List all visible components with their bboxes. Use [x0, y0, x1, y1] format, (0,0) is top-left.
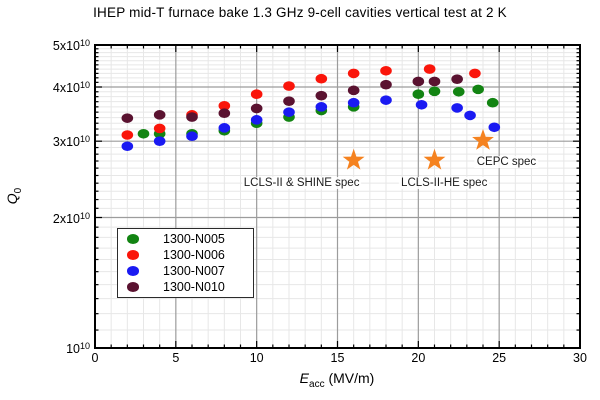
data-point-1300-N010 [347, 85, 360, 96]
data-point-1300-N005 [412, 89, 425, 100]
data-point-1300-N005 [428, 86, 441, 97]
y-axis-label-symbol: Q [4, 193, 21, 205]
data-point-1300-N010 [380, 79, 392, 90]
data-point-1300-N010 [283, 96, 295, 106]
data-point-1300-N005 [472, 84, 484, 95]
data-point-1300-N010 [250, 103, 263, 114]
y-axis-label: Q0 [4, 188, 24, 204]
data-point-1300-N007 [121, 141, 134, 152]
legend-label: 1300-N006 [163, 247, 225, 262]
y-axis-label-subscript: 0 [12, 187, 24, 194]
data-point-1300-N007 [380, 95, 392, 105]
data-point-1300-N007 [315, 102, 328, 112]
data-point-1300-N007 [488, 122, 501, 133]
spec-star-icon [423, 148, 446, 170]
data-point-1300-N010 [451, 74, 463, 84]
data-point-1300-N006 [283, 81, 295, 91]
chart-title: IHEP mid-T furnace bake 1.3 GHz 9-cell c… [93, 5, 507, 20]
data-point-1300-N007 [283, 107, 295, 117]
data-point-1300-N005 [486, 97, 499, 108]
data-point-1300-N005 [137, 128, 150, 139]
data-point-1300-N007 [218, 123, 231, 133]
spec-star-icon [342, 148, 365, 170]
data-point-1300-N006 [121, 130, 134, 140]
series-marker-icon [127, 266, 139, 276]
legend-item: 1300-N007 [118, 264, 253, 279]
data-point-1300-N006 [218, 101, 231, 111]
legend-item: 1300-N010 [118, 280, 253, 295]
legend-label: 1300-N010 [163, 279, 225, 294]
x-axis-label: Eacc (MV/m) [300, 370, 375, 390]
spec-annotation-label: LCLS-II-HE spec [399, 177, 490, 190]
x-axis-label-subscript: acc [309, 378, 325, 390]
x-axis-label-symbol: E [299, 370, 310, 386]
data-point-1300-N007 [464, 110, 476, 121]
data-point-1300-N010 [186, 112, 198, 122]
spec-annotation-label: CEPC spec [474, 155, 539, 168]
x-axis-label-units: (MV/m) [324, 370, 375, 386]
legend-item: 1300-N006 [118, 248, 253, 263]
data-point-1300-N010 [218, 108, 231, 119]
series-marker-icon [127, 282, 139, 292]
legend-label: 1300-N005 [163, 231, 225, 246]
data-point-1300-N010 [153, 110, 166, 120]
series-marker-icon [127, 250, 139, 260]
legend: 1300-N005 1300-N006 1300-N007 1300-N010 [117, 228, 254, 298]
data-point-1300-N006 [423, 64, 436, 74]
data-point-1300-N007 [415, 99, 428, 110]
data-point-1300-N005 [452, 86, 465, 97]
legend-label: 1300-N007 [163, 263, 225, 278]
data-point-1300-N006 [380, 65, 392, 76]
data-point-1300-N006 [347, 68, 360, 79]
data-point-1300-N007 [250, 115, 263, 125]
data-point-1300-N006 [469, 68, 481, 79]
data-point-1300-N006 [315, 73, 328, 84]
spec-star-icon [472, 129, 494, 150]
data-point-1300-N006 [153, 123, 166, 134]
data-point-1300-N010 [412, 76, 425, 87]
data-point-1300-N007 [153, 136, 166, 146]
legend-item: 1300-N005 [118, 232, 253, 247]
data-point-1300-N010 [315, 90, 328, 101]
data-point-1300-N010 [428, 76, 441, 87]
spec-annotation-label: LCLS-II & SHINE spec [241, 177, 362, 190]
data-point-1300-N007 [347, 97, 360, 108]
data-point-1300-N010 [121, 113, 134, 123]
series-marker-icon [127, 234, 139, 244]
data-point-1300-N007 [451, 103, 463, 113]
data-point-1300-N006 [250, 89, 263, 100]
data-point-1300-N007 [186, 131, 198, 142]
